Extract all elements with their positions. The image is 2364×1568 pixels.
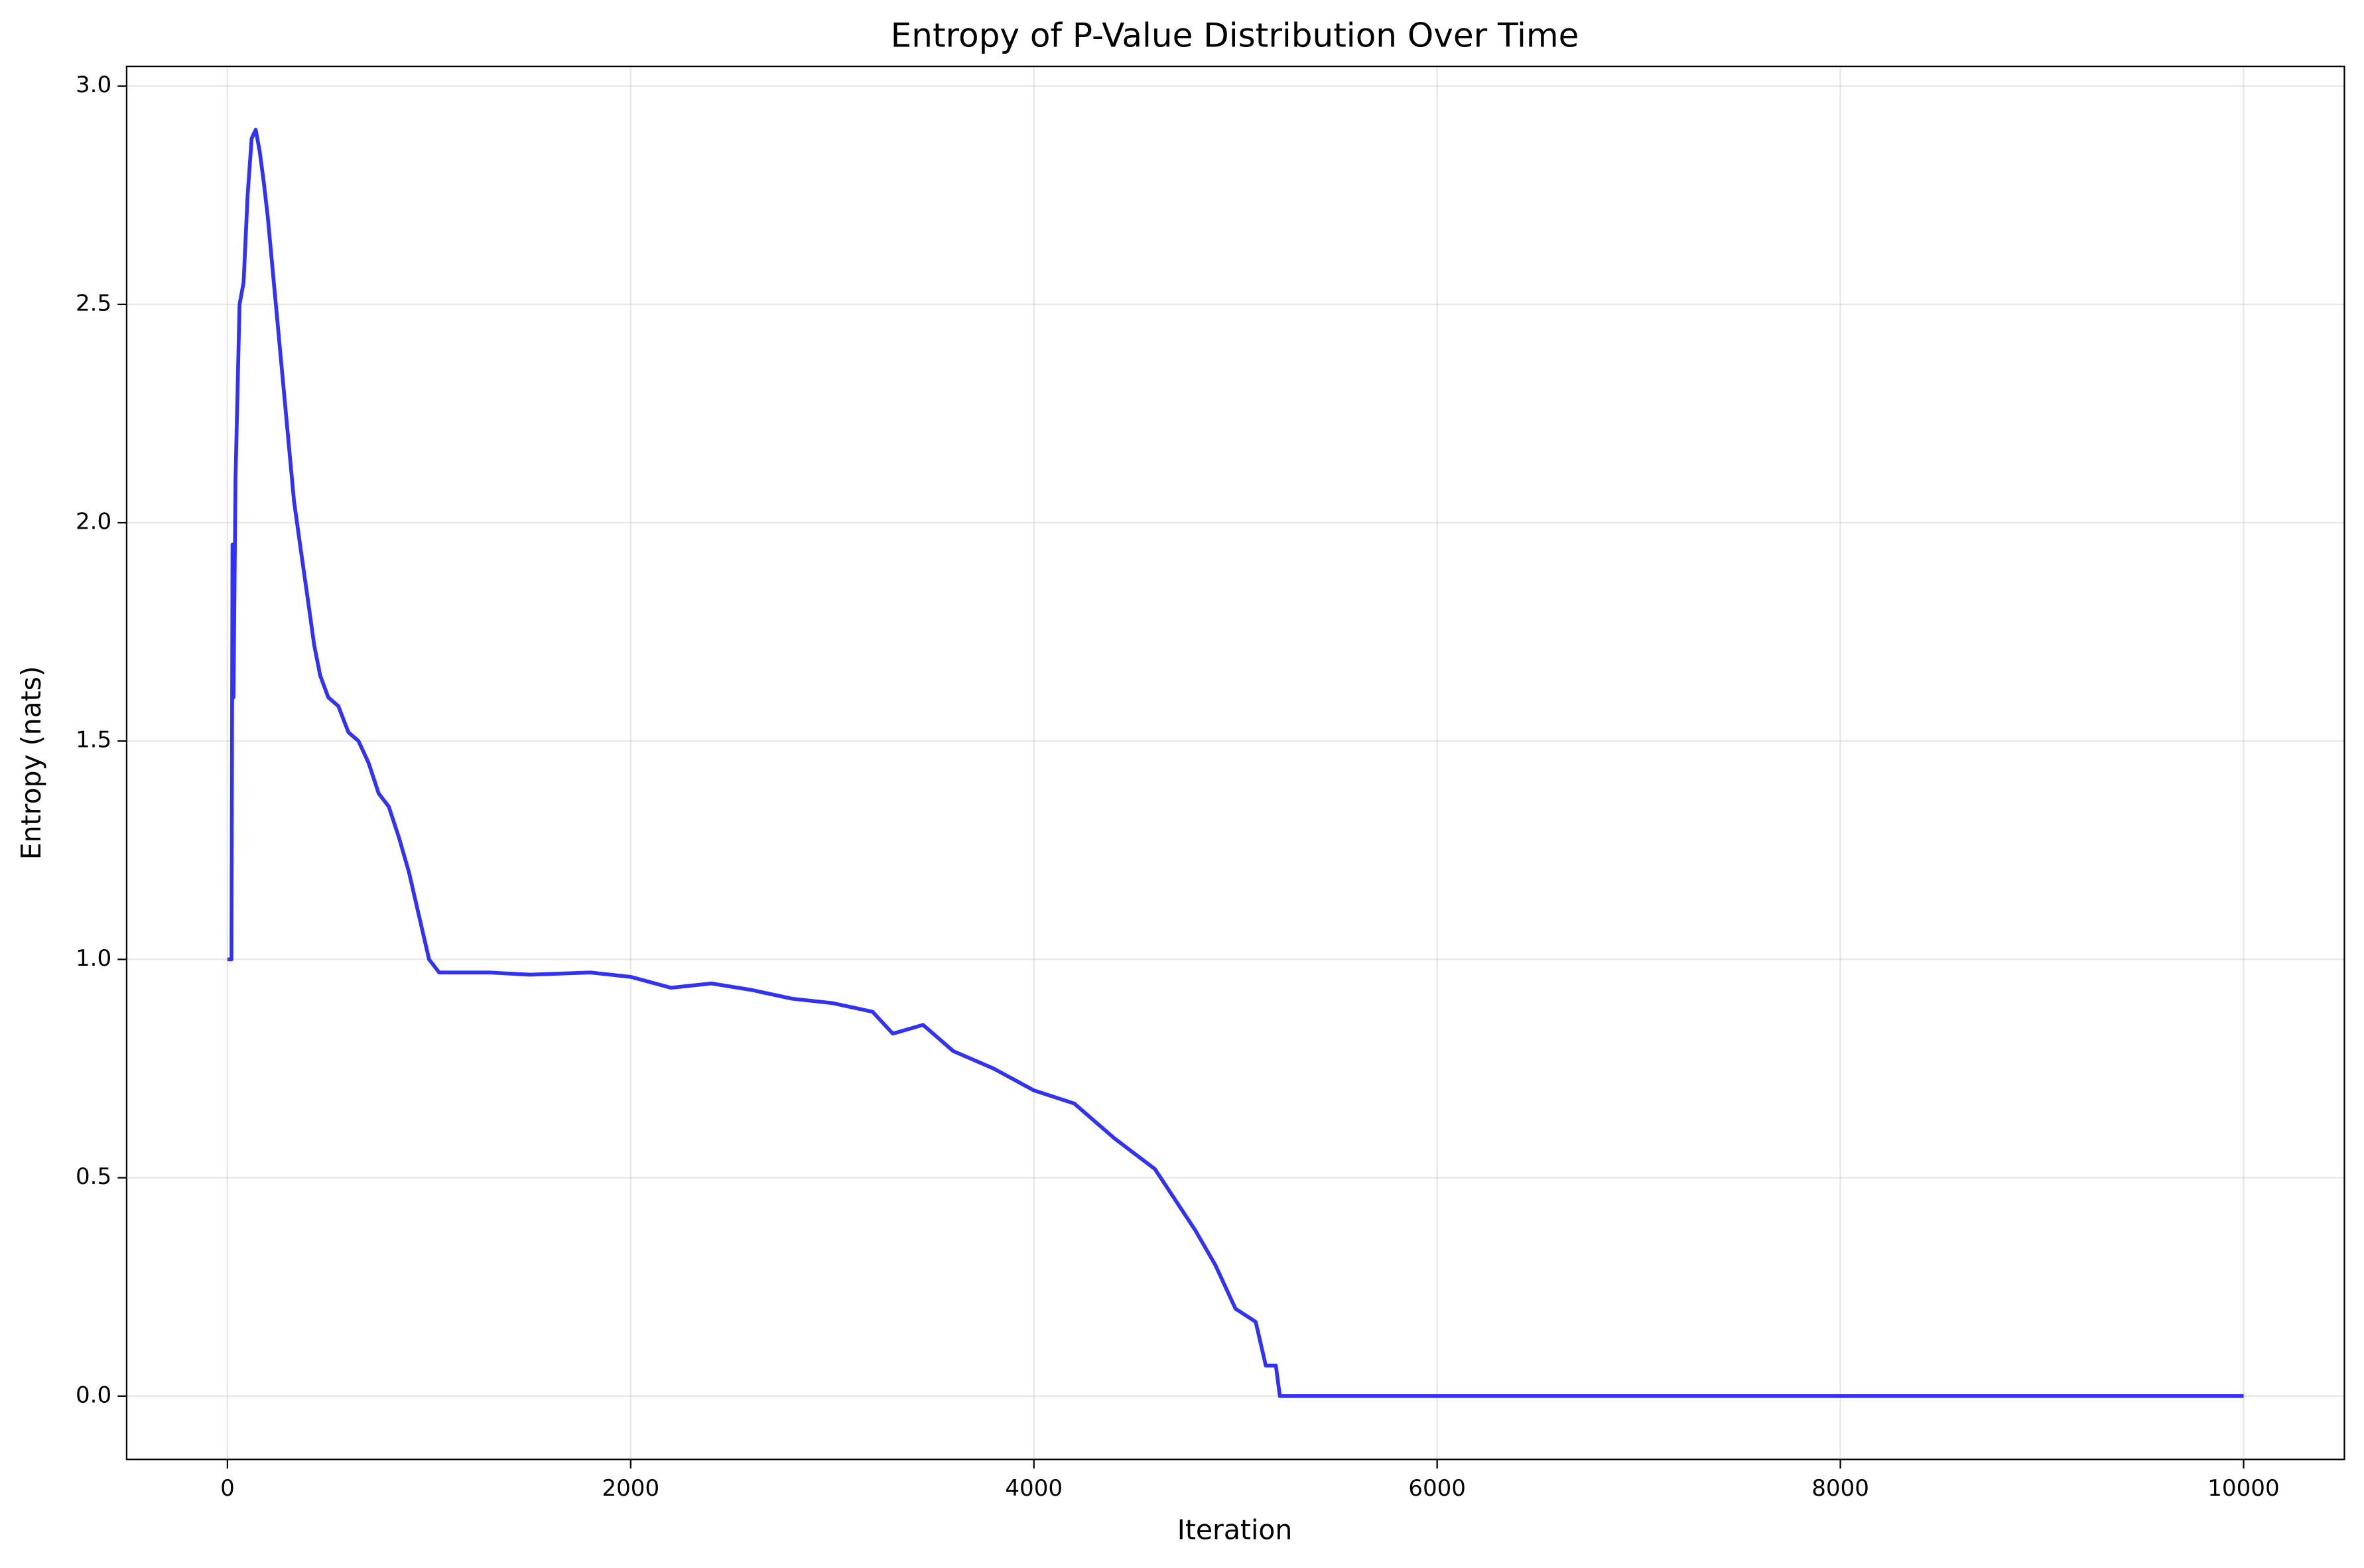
line-series xyxy=(227,127,2244,1398)
y-tick-label: 1.0 xyxy=(76,945,111,972)
x-tick-label: 4000 xyxy=(1005,1475,1063,1502)
y-tick-label: 2.0 xyxy=(76,509,111,535)
y-tick-label: 0.0 xyxy=(76,1382,111,1408)
x-tick-label: 8000 xyxy=(1811,1475,1869,1502)
y-tick-label: 3.0 xyxy=(76,72,111,98)
chart-title: Entropy of P-Value Distribution Over Tim… xyxy=(891,16,1579,54)
x-axis-label: Iteration xyxy=(1177,1514,1293,1545)
y-tick-label: 2.5 xyxy=(76,290,111,316)
x-tick-label: 0 xyxy=(220,1475,235,1502)
y-axis-label: Entropy (nats) xyxy=(15,666,47,860)
x-tick-label: 6000 xyxy=(1408,1475,1466,1502)
plot-frame xyxy=(125,65,2345,1461)
y-tick-label: 1.5 xyxy=(76,727,111,753)
x-tick-label: 10000 xyxy=(2207,1475,2279,1502)
x-tick-label: 2000 xyxy=(602,1475,659,1502)
y-tick-label: 0.5 xyxy=(76,1163,111,1190)
